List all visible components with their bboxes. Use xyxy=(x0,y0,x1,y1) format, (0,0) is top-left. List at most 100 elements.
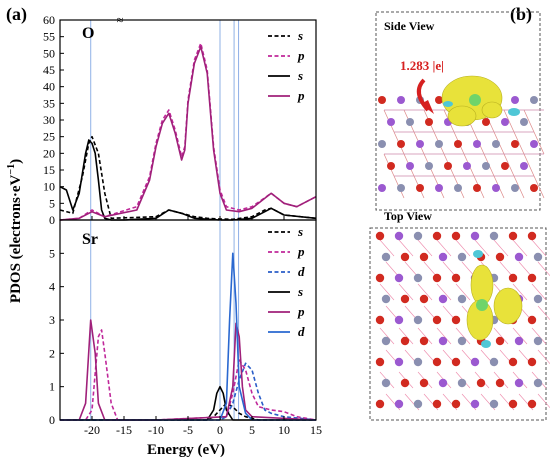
top-atom xyxy=(400,378,410,388)
top-bond xyxy=(417,283,433,301)
top-atom xyxy=(381,378,391,388)
top-atom xyxy=(451,315,461,325)
top-atom xyxy=(432,357,442,367)
top-atom xyxy=(527,231,537,241)
top-atom xyxy=(451,231,461,241)
top-bond xyxy=(455,327,471,345)
top-atom xyxy=(457,252,467,262)
top-view-panel: Top View xyxy=(369,209,550,421)
top-bond xyxy=(493,239,509,257)
top-atom xyxy=(394,273,404,283)
sr-series-p-solid xyxy=(60,319,317,421)
sr-x-tick-label: 5 xyxy=(249,423,255,437)
side-atom xyxy=(416,140,424,148)
top-atom xyxy=(400,294,410,304)
top-atom xyxy=(381,252,391,262)
top-atom xyxy=(400,252,410,262)
top-atom xyxy=(476,378,486,388)
side-atom xyxy=(387,118,395,126)
top-atom xyxy=(527,399,537,409)
side-bond xyxy=(533,175,545,199)
sr-y-tick-label: 5 xyxy=(49,246,55,260)
top-depletion-lobe-2 xyxy=(481,340,491,348)
side-charge-lobe-right xyxy=(481,101,503,119)
side-atom xyxy=(482,118,490,126)
side-atom xyxy=(397,140,405,148)
side-atom xyxy=(520,118,528,126)
side-atom xyxy=(511,140,519,148)
top-atom xyxy=(375,273,385,283)
top-atom xyxy=(438,378,448,388)
side-charge-lobe-small xyxy=(447,105,477,127)
o-y-tick-label: 20 xyxy=(43,146,55,160)
side-atom xyxy=(444,162,452,170)
top-atom xyxy=(489,357,499,367)
top-bond xyxy=(531,283,547,301)
sr-series-p-dashed xyxy=(60,329,317,421)
top-atom xyxy=(489,231,499,241)
top-atom xyxy=(413,315,423,325)
top-bond xyxy=(379,283,395,301)
top-bond xyxy=(474,239,490,257)
o-pdos-chart: 0 5 10 15 20 25 30 35 40 45 50 55 60 ≈ xyxy=(43,13,317,227)
sr-legend-label: d xyxy=(298,264,305,279)
top-atom xyxy=(527,357,537,367)
sr-x-tick-label: -10 xyxy=(148,423,164,437)
o-y-tick-label: 25 xyxy=(43,130,55,144)
side-atom xyxy=(492,140,500,148)
sr-pdos-chart: 0 1 2 3 4 5 -20 -15 -10 -5 0 5 10 15 xyxy=(49,219,322,437)
top-atom xyxy=(413,273,423,283)
o-legend-label: s xyxy=(297,68,303,83)
side-atom xyxy=(482,162,490,170)
side-atom xyxy=(425,162,433,170)
o-series-s-solid xyxy=(59,139,317,221)
top-bond xyxy=(537,393,550,409)
side-bond xyxy=(523,153,535,177)
top-atom xyxy=(375,357,385,367)
top-atom xyxy=(432,315,442,325)
charge-transfer-label: 1.283 |e| xyxy=(400,58,444,73)
top-atom xyxy=(400,336,410,346)
o-plot-frame xyxy=(59,19,317,221)
side-atom xyxy=(397,184,405,192)
top-atom xyxy=(514,252,524,262)
top-view-title: Top View xyxy=(384,209,432,223)
o-y-tick-label: 35 xyxy=(43,96,55,110)
sr-x-tick-label: -5 xyxy=(183,423,193,437)
o-y-tick-label: 0 xyxy=(49,213,55,227)
side-atom xyxy=(511,96,519,104)
side-atom xyxy=(463,162,471,170)
top-atom xyxy=(495,252,505,262)
top-bond xyxy=(417,327,433,345)
top-bond xyxy=(379,239,395,257)
side-atom xyxy=(501,118,509,126)
top-atom xyxy=(394,399,404,409)
top-atom xyxy=(470,231,480,241)
sr-legend-label: s xyxy=(297,284,303,299)
sr-y-tick-label: 2 xyxy=(49,346,55,360)
side-atom xyxy=(416,184,424,192)
top-bond xyxy=(398,283,414,301)
side-view-title: Side View xyxy=(384,19,435,33)
top-atom xyxy=(413,399,423,409)
top-atom xyxy=(489,399,499,409)
top-bond xyxy=(379,327,395,345)
side-bond xyxy=(533,131,545,155)
top-atom xyxy=(527,273,537,283)
top-bond xyxy=(436,283,452,301)
top-atom xyxy=(451,357,461,367)
top-atom xyxy=(495,336,505,346)
top-bond xyxy=(398,327,414,345)
top-atom xyxy=(375,231,385,241)
top-depletion-lobe-1 xyxy=(473,250,483,258)
o-panel-label: O xyxy=(82,25,94,42)
top-atom xyxy=(457,378,467,388)
side-atom xyxy=(530,140,538,148)
sr-series-d-solid xyxy=(60,252,316,421)
top-atom xyxy=(508,399,518,409)
panel-b-label: (b) xyxy=(510,4,532,25)
top-atom xyxy=(451,399,461,409)
side-atom xyxy=(378,140,386,148)
